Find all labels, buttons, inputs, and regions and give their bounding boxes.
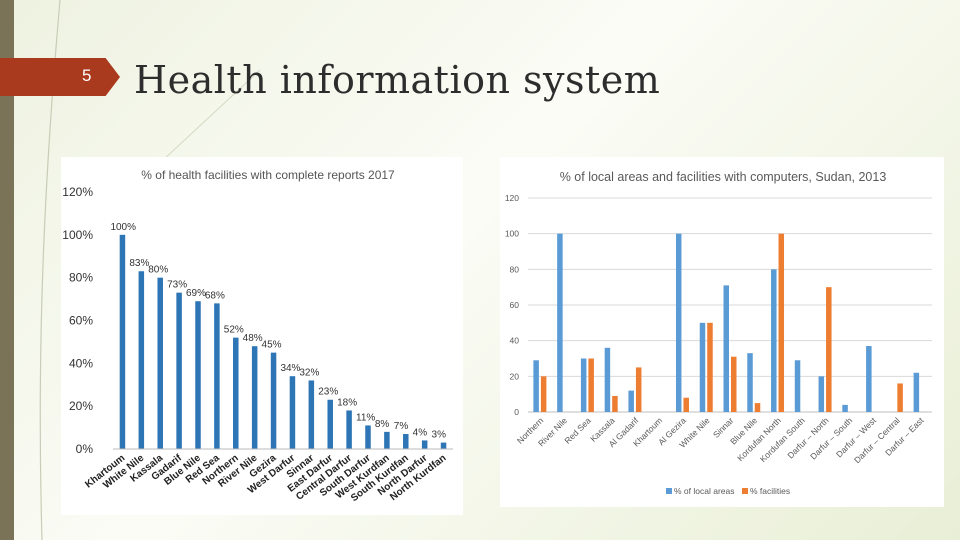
bar — [233, 337, 239, 449]
bar-local-areas — [818, 376, 825, 412]
y-tick-label: 0% — [76, 442, 94, 456]
bar — [365, 425, 371, 449]
bar — [421, 440, 428, 449]
bar-facilities — [683, 397, 689, 412]
bar-facilities — [635, 367, 642, 412]
y-tick-label: 60 — [510, 300, 520, 310]
bar-local-areas — [699, 322, 706, 412]
data-label: 48% — [243, 333, 263, 344]
bar-facilities — [778, 233, 785, 412]
y-tick-label: 80% — [69, 271, 93, 285]
data-label: 45% — [262, 340, 282, 351]
y-tick-label: 100 — [505, 229, 519, 239]
slide-number: 5 — [82, 66, 92, 85]
bar — [440, 442, 447, 449]
bar — [403, 434, 409, 449]
bar-local-areas — [628, 390, 634, 412]
bar-local-areas — [557, 233, 563, 412]
bar — [251, 346, 258, 449]
data-label: 32% — [299, 367, 319, 378]
bar — [119, 234, 126, 449]
data-label: 52% — [224, 325, 244, 336]
legend-label: % facilities — [750, 486, 790, 496]
data-label: 23% — [318, 387, 338, 398]
chart-title: % of local areas and facilities with com… — [560, 170, 887, 184]
bar — [138, 271, 145, 449]
bar — [289, 376, 296, 449]
bar — [176, 292, 182, 449]
bar — [157, 277, 163, 449]
chart-computers-svg: % of local areas and facilities with com… — [505, 170, 932, 496]
bar-facilities — [731, 356, 737, 412]
bar-facilities — [588, 358, 594, 412]
bar — [308, 380, 315, 449]
y-tick-label: 0 — [514, 407, 519, 417]
chart-title: % of health facilities with complete rep… — [141, 168, 395, 182]
bar-local-areas — [866, 346, 872, 412]
data-label: 7% — [394, 421, 409, 432]
bar — [214, 303, 220, 449]
bar-facilities — [754, 403, 761, 412]
y-tick-label: 100% — [62, 228, 93, 242]
data-label: 83% — [129, 258, 149, 269]
data-label: 8% — [375, 419, 390, 430]
data-label: 69% — [186, 288, 206, 299]
data-label: 4% — [413, 427, 428, 438]
bar-local-areas — [747, 353, 753, 412]
y-tick-label: 60% — [69, 314, 93, 328]
legend-swatch-facilities — [742, 488, 748, 494]
chart-complete-reports-svg: % of health facilities with complete rep… — [62, 168, 453, 504]
chart-complete-reports: % of health facilities with complete rep… — [61, 157, 463, 515]
bar-facilities — [540, 376, 547, 412]
data-label: 73% — [167, 280, 187, 291]
y-tick-label: 20% — [69, 399, 93, 413]
category-label: Red Sea — [562, 415, 593, 446]
bar-facilities — [612, 395, 618, 412]
page-title: Health information system — [134, 58, 661, 102]
bar-local-areas — [675, 233, 682, 412]
y-tick-label: 40 — [510, 336, 520, 346]
bar-facilities — [897, 383, 903, 412]
data-label: 100% — [110, 222, 136, 233]
data-label: 34% — [280, 363, 300, 374]
bar — [195, 301, 201, 449]
legend-label: % of local areas — [674, 486, 734, 496]
y-tick-label: 20 — [510, 371, 520, 381]
bar-local-areas — [723, 285, 729, 412]
slide-number-badge: 5 — [0, 58, 120, 96]
bar-local-areas — [794, 360, 801, 412]
data-label: 11% — [356, 412, 375, 423]
bar-local-areas — [771, 269, 777, 412]
bar-facilities — [826, 287, 832, 412]
bar-local-areas — [580, 358, 587, 412]
bar-local-areas — [913, 372, 920, 412]
data-label: 68% — [205, 290, 225, 301]
chart-computers: % of local areas and facilities with com… — [500, 157, 944, 507]
bar — [384, 431, 390, 449]
bar-local-areas — [604, 347, 611, 412]
bar — [346, 410, 352, 449]
bar — [327, 399, 333, 449]
y-tick-label: 40% — [69, 356, 93, 370]
bar-facilities — [707, 322, 713, 412]
y-tick-label: 120% — [62, 185, 93, 199]
bar — [270, 352, 277, 449]
legend-swatch-local-areas — [666, 488, 672, 494]
data-label: 80% — [148, 265, 168, 276]
y-tick-label: 120 — [505, 193, 519, 203]
y-tick-label: 80 — [510, 264, 520, 274]
bar-local-areas — [533, 360, 539, 412]
bar-local-areas — [842, 404, 848, 412]
left-accent-bar — [0, 0, 14, 540]
data-label: 18% — [337, 397, 357, 408]
data-label: 3% — [432, 430, 447, 441]
